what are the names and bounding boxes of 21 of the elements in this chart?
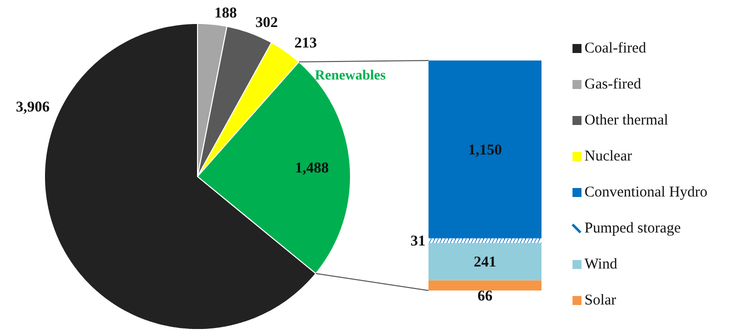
legend-label: Pumped storage: [584, 220, 682, 236]
bar: [428, 243, 542, 280]
legend-label: Coal-fired: [584, 40, 647, 56]
data-label: 241: [474, 254, 496, 271]
data-label: 1,150: [468, 142, 502, 158]
data-label: 188: [214, 6, 237, 22]
legend-label: Conventional Hydro: [584, 184, 708, 200]
data-label: 3,906: [16, 100, 50, 116]
legend-label: Nuclear: [584, 148, 632, 164]
data-label: 302: [255, 14, 278, 31]
data-label: 31: [410, 234, 426, 250]
legend-label: Solar: [584, 292, 616, 308]
legend-label: Gas-fired: [584, 76, 642, 92]
bar: [428, 280, 542, 290]
data-label: 66: [478, 288, 493, 304]
text: Renewables: [314, 68, 386, 84]
bar: [428, 60, 542, 238]
legend-label: Wind: [584, 256, 618, 272]
data-label: 213: [294, 35, 317, 52]
legend-label: Other thermal: [584, 112, 668, 128]
data-label: 1,488: [295, 160, 329, 176]
